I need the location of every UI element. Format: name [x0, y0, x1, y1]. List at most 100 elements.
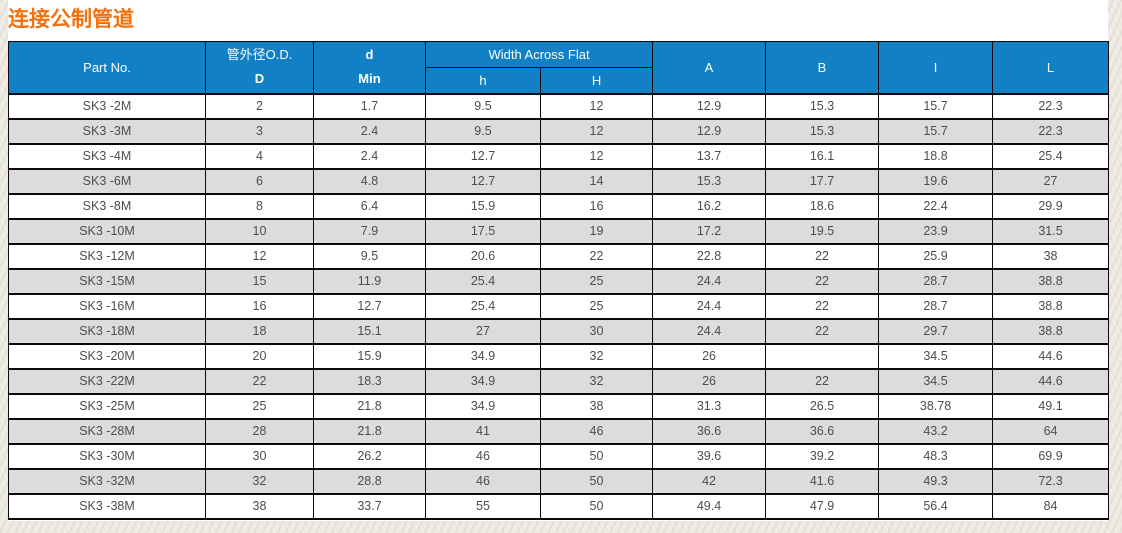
value-cell: 56.4 — [878, 492, 994, 520]
value-cell: 22 — [765, 242, 880, 270]
value-cell: 42 — [652, 467, 767, 495]
value-cell: 12.9 — [652, 117, 767, 145]
value-cell: 38.78 — [878, 392, 994, 420]
value-cell: 15.3 — [652, 167, 767, 195]
value-cell: 34.5 — [878, 367, 994, 395]
value-cell: 26.5 — [765, 392, 880, 420]
value-cell: 8 — [205, 192, 314, 220]
value-cell: 17.5 — [425, 217, 541, 245]
value-cell: 19.6 — [878, 167, 994, 195]
value-cell: 36.6 — [765, 417, 880, 445]
table-row: SK3 -6M 6 4.8 12.7 14 15.3 17.7 19.6 27 — [8, 167, 1110, 195]
value-cell: 22 — [765, 367, 880, 395]
value-cell: 25 — [205, 392, 314, 420]
value-cell: 22.4 — [878, 192, 994, 220]
value-cell: 34.5 — [878, 342, 994, 370]
value-cell: 19.5 — [765, 217, 880, 245]
page-title: 连接公制管道 — [8, 7, 134, 31]
value-cell: 27 — [425, 317, 541, 345]
value-cell: 49.3 — [878, 467, 994, 495]
value-cell: 31.3 — [652, 392, 767, 420]
value-cell: 49.1 — [992, 392, 1110, 420]
value-cell: 55 — [425, 492, 541, 520]
spec-table: Part No. 管外径O.D. D d Min Width Across Fl… — [8, 41, 1110, 520]
value-cell: 17.7 — [765, 167, 880, 195]
table-row: SK3 -22M 22 18.3 34.9 32 26 22 34.5 44.6 — [8, 367, 1110, 395]
value-cell: 21.8 — [313, 417, 426, 445]
part-no-cell: SK3 -16M — [8, 292, 206, 320]
value-cell: 16 — [205, 292, 314, 320]
value-cell: 15.7 — [878, 92, 994, 120]
col-header-a: A — [652, 41, 767, 94]
value-cell: 14 — [539, 167, 654, 195]
value-cell: 41 — [425, 417, 541, 445]
value-cell: 50 — [539, 467, 654, 495]
table-row: SK3 -38M 38 33.7 55 50 49.4 47.9 56.4 84 — [8, 492, 1110, 520]
table-row: SK3 -15M 15 11.9 25.4 25 24.4 22 28.7 38.8 — [8, 267, 1110, 295]
part-no-cell: SK3 -10M — [8, 217, 206, 245]
value-cell: 32 — [205, 467, 314, 495]
value-cell: 18 — [205, 317, 314, 345]
value-cell: 22.3 — [992, 117, 1110, 145]
value-cell: 12 — [539, 117, 654, 145]
value-cell: 12 — [539, 92, 654, 120]
value-cell: 25 — [539, 292, 654, 320]
value-cell: 28.7 — [878, 267, 994, 295]
value-cell: 31.5 — [992, 217, 1110, 245]
value-cell: 25.4 — [992, 142, 1110, 170]
value-cell: 69.9 — [992, 442, 1110, 470]
part-no-cell: SK3 -25M — [8, 392, 206, 420]
value-cell: 44.6 — [992, 367, 1110, 395]
value-cell: 38.8 — [992, 317, 1110, 345]
value-cell: 39.6 — [652, 442, 767, 470]
value-cell: 22 — [539, 242, 654, 270]
table-header: Part No. 管外径O.D. D d Min Width Across Fl… — [8, 41, 1110, 94]
value-cell: 36.6 — [652, 417, 767, 445]
value-cell: 23.9 — [878, 217, 994, 245]
part-no-cell: SK3 -30M — [8, 442, 206, 470]
value-cell: 4.8 — [313, 167, 426, 195]
value-cell: 22 — [765, 317, 880, 345]
value-cell: 10 — [205, 217, 314, 245]
value-cell: 34.9 — [425, 342, 541, 370]
col-header-od-label: 管外径O.D. — [226, 47, 293, 63]
col-header-part-no: Part No. — [8, 41, 206, 94]
value-cell: 64 — [992, 417, 1110, 445]
value-cell: 27 — [992, 167, 1110, 195]
header-row-1: Part No. 管外径O.D. D d Min Width Across Fl… — [8, 41, 1110, 94]
part-no-cell: SK3 -20M — [8, 342, 206, 370]
value-cell: 20.6 — [425, 242, 541, 270]
content-area: 连接公制管道 Part No. 管外径O.D. D d Min — [8, 0, 1110, 521]
value-cell: 7.9 — [313, 217, 426, 245]
table-row: SK3 -32M 32 28.8 46 50 42 41.6 49.3 72.3 — [8, 467, 1110, 495]
table-row: SK3 -3M 3 2.4 9.5 12 12.9 15.3 15.7 22.3 — [8, 117, 1110, 145]
value-cell: 4 — [205, 142, 314, 170]
part-no-cell: SK3 -8M — [8, 192, 206, 220]
value-cell: 32 — [539, 367, 654, 395]
value-cell: 38.8 — [992, 267, 1110, 295]
value-cell: 28.8 — [313, 467, 426, 495]
table-body: SK3 -2M 2 1.7 9.5 12 12.9 15.3 15.7 22.3 SK3 -3M 3… — [8, 92, 1110, 520]
part-no-cell: SK3 -32M — [8, 467, 206, 495]
table-row: SK3 -18M 18 15.1 27 30 24.4 22 29.7 38.8 — [8, 317, 1110, 345]
col-header-i: I — [878, 41, 994, 94]
value-cell: 12.9 — [652, 92, 767, 120]
value-cell: 39.2 — [765, 442, 880, 470]
part-no-cell: SK3 -38M — [8, 492, 206, 520]
col-header-d-min: Min — [358, 71, 381, 87]
value-cell: 15.3 — [765, 92, 880, 120]
table-row: SK3 -8M 8 6.4 15.9 16 16.2 18.6 22.4 29.9 — [8, 192, 1110, 220]
value-cell: 50 — [539, 492, 654, 520]
value-cell: 16.2 — [652, 192, 767, 220]
table-row: SK3 -4M 4 2.4 12.7 12 13.7 16.1 18.8 25.4 — [8, 142, 1110, 170]
value-cell: 2 — [205, 92, 314, 120]
value-cell: 15.1 — [313, 317, 426, 345]
value-cell: 22.3 — [992, 92, 1110, 120]
value-cell: 9.5 — [425, 92, 541, 120]
value-cell: 50 — [539, 442, 654, 470]
value-cell: 32 — [539, 342, 654, 370]
table-row: SK3 -12M 12 9.5 20.6 22 22.8 22 25.9 38 — [8, 242, 1110, 270]
value-cell: 33.7 — [313, 492, 426, 520]
value-cell: 12.7 — [313, 292, 426, 320]
